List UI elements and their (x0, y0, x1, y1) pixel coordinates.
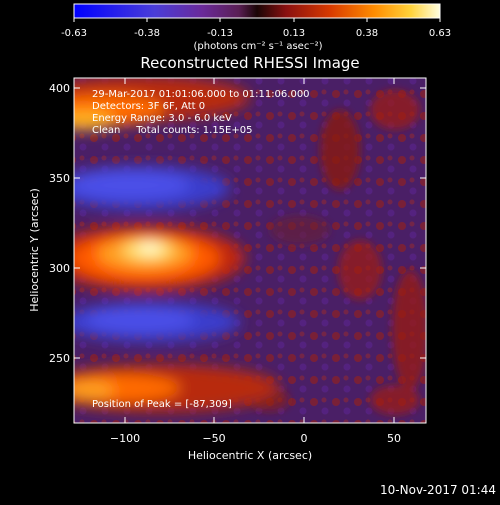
colorbar-tick-label: 0.63 (429, 28, 451, 39)
colorbar-tick-label: 0.38 (356, 28, 378, 39)
x-tick-label: 0 (301, 432, 308, 445)
colorbar-gradient (73, 3, 441, 19)
info-line-time: 29-Mar-2017 01:01:06.000 to 01:11:06.000 (92, 89, 310, 100)
colorbar-tick-label: -0.13 (207, 28, 233, 39)
x-tick-label: −100 (110, 432, 140, 445)
y-axis-label: Heliocentric Y (arcsec) (28, 188, 41, 312)
render-timestamp: 10-Nov-2017 01:44 (380, 483, 496, 497)
x-tick-label: 50 (387, 432, 401, 445)
peak-position-label: Position of Peak = [-87,309] (92, 399, 232, 410)
colorbar-tick-label: 0.13 (283, 28, 305, 39)
info-line-energy: Energy Range: 3.0 - 6.0 keV (92, 113, 232, 124)
observation-info: 29-Mar-2017 01:01:06.000 to 01:11:06.000… (92, 89, 310, 136)
colorbar-tick-label: -0.38 (134, 28, 160, 39)
y-axis-ticks (74, 87, 426, 359)
x-axis-ticks (124, 78, 395, 423)
y-tick-label: 250 (49, 352, 70, 365)
plot-title: Reconstructed RHESSI Image (140, 54, 359, 72)
y-tick-label: 300 (49, 262, 70, 275)
colorbar-tick-label: -0.63 (61, 28, 87, 39)
x-tick-label: −50 (202, 432, 225, 445)
rhessi-image (74, 78, 426, 423)
y-tick-label: 400 (49, 82, 70, 95)
info-line-detectors: Detectors: 3F 6F, Att 0 (92, 101, 205, 112)
y-tick-label: 350 (49, 172, 70, 185)
plot-frame (73, 77, 427, 424)
colorbar: -0.63 -0.38 -0.13 0.13 0.38 0.63 (photon… (61, 3, 451, 52)
x-axis-label: Heliocentric X (arcsec) (188, 449, 312, 462)
colorbar-units: (photons cm⁻² s⁻¹ asec⁻²) (193, 41, 322, 52)
info-line-clean: Clean Total counts: 1.15E+05 (92, 125, 252, 136)
colorbar-tick-marks (73, 18, 441, 22)
